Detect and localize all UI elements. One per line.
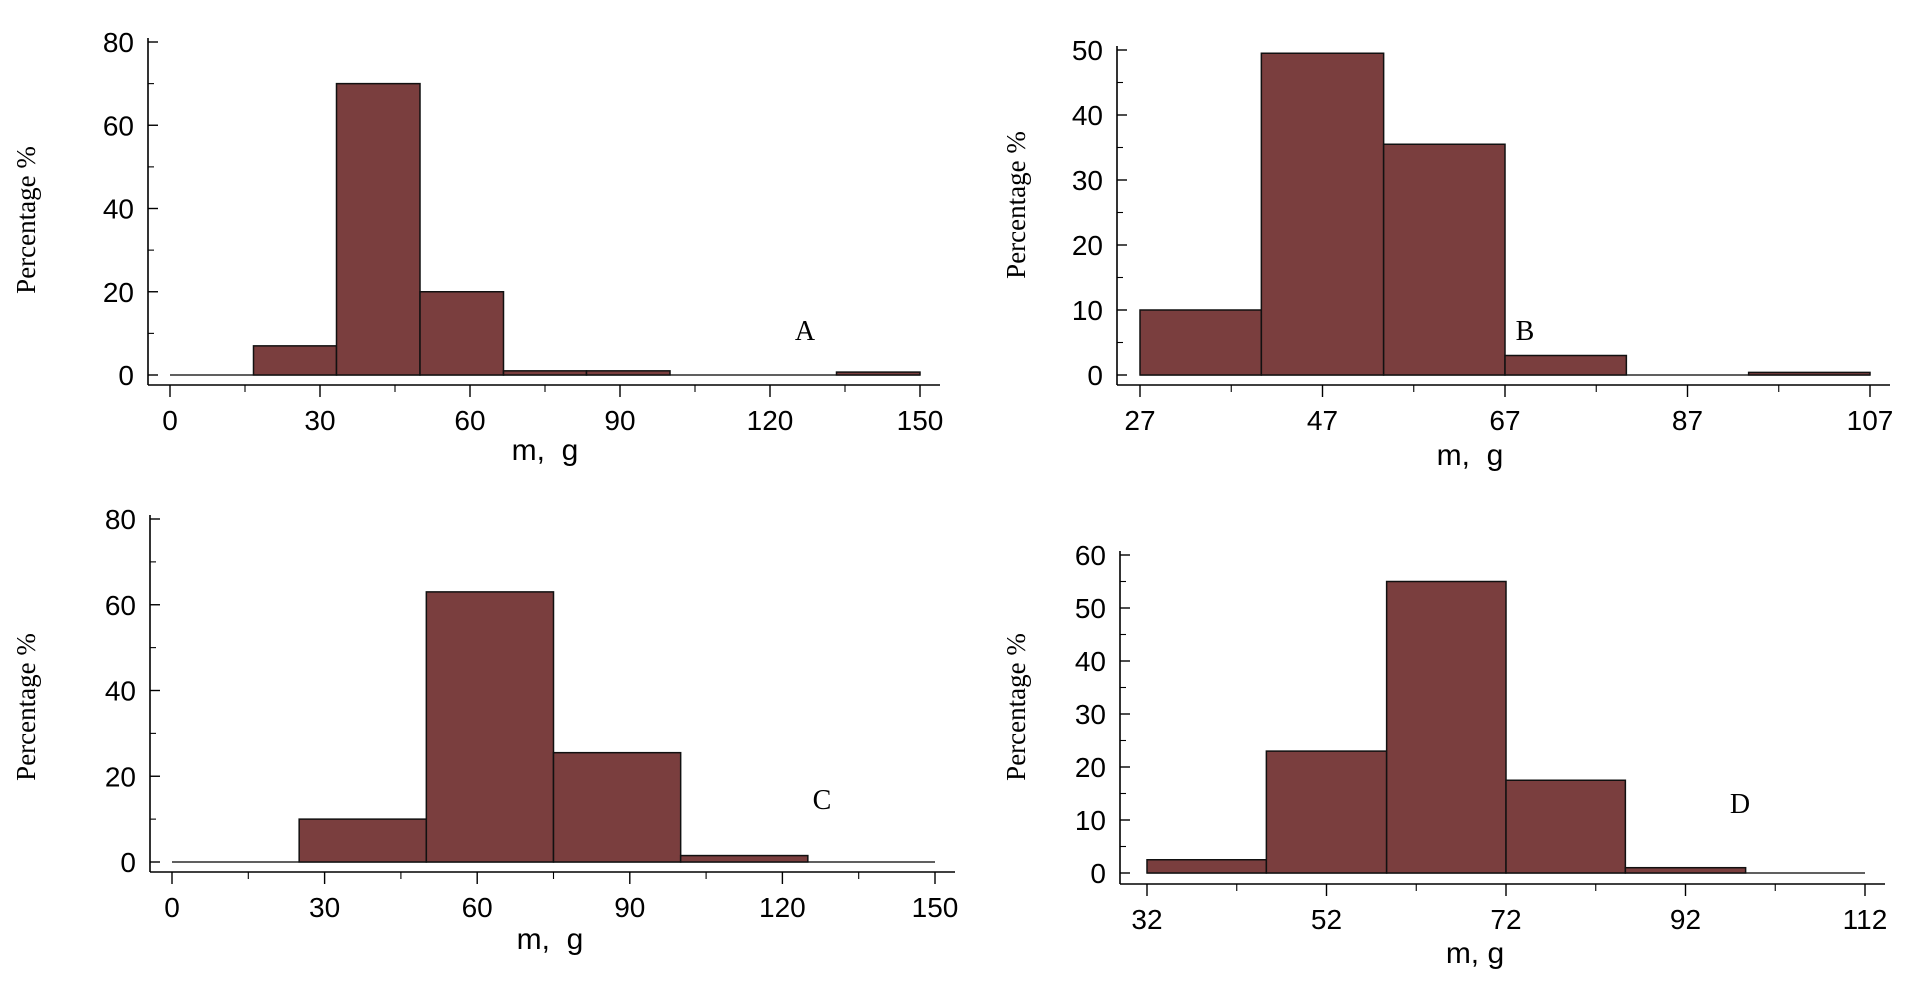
y-tick-label: 80 <box>105 504 136 535</box>
histogram-bar <box>335 82 421 376</box>
histogram-bar <box>419 291 505 376</box>
y-tick-label: 10 <box>1075 805 1106 836</box>
y-axis-label: Percentage % <box>11 633 41 781</box>
y-tick-label: 40 <box>103 194 134 225</box>
histogram-bar <box>1260 52 1385 376</box>
histogram-panel-b: 0 10 20 30 40 50 27 47 67 87 107 m, g Percentage % B <box>1001 35 1894 472</box>
x-tick-label: 27 <box>1124 405 1155 436</box>
panel-letter: C <box>813 785 832 816</box>
x-axis-label: m, g <box>512 434 579 467</box>
x-axis-label: m, g <box>1437 439 1504 472</box>
y-tick-label: 50 <box>1075 593 1106 624</box>
y-tick-label: 30 <box>1075 699 1106 730</box>
panel-letter: B <box>1516 316 1535 347</box>
x-tick-label: 52 <box>1311 904 1342 935</box>
y-tick-label: 0 <box>120 847 136 878</box>
x-tick-label: 0 <box>162 405 178 436</box>
x-tick-label: 32 <box>1131 904 1162 935</box>
panel-letter: D <box>1730 789 1750 820</box>
histogram-bar <box>679 854 809 863</box>
y-tick-label: 60 <box>103 110 134 141</box>
histogram-bar <box>425 591 555 863</box>
histogram-bar <box>1265 750 1388 874</box>
y-tick-label: 0 <box>1090 858 1106 889</box>
y-tick-label: 40 <box>1072 100 1103 131</box>
histogram-bar <box>252 345 338 376</box>
histogram-bar <box>552 751 682 863</box>
histogram-bar <box>502 370 588 376</box>
y-tick-label: 40 <box>105 676 136 707</box>
x-tick-label: 47 <box>1307 405 1338 436</box>
x-tick-label: 150 <box>897 405 944 436</box>
x-tick-label: 0 <box>164 892 180 923</box>
y-tick-label: 30 <box>1072 165 1103 196</box>
histogram-bar <box>1382 143 1506 376</box>
y-tick-label: 60 <box>105 590 136 621</box>
x-tick-label: 120 <box>759 892 806 923</box>
panel-letter: A <box>795 316 816 347</box>
x-tick-label: 67 <box>1489 405 1520 436</box>
histogram-bar <box>298 818 428 863</box>
x-tick-label: 72 <box>1490 904 1521 935</box>
histogram-panel-d: 0 10 20 30 40 50 60 32 52 72 92 112 m, g Percentage %… <box>1001 540 1888 970</box>
x-tick-label: 90 <box>614 892 645 923</box>
x-tick-label: 92 <box>1670 904 1701 935</box>
x-tick-label: 30 <box>309 892 340 923</box>
y-tick-label: 20 <box>105 761 136 792</box>
x-tick-label: 90 <box>604 405 635 436</box>
x-axis-label: m, g <box>1446 937 1504 970</box>
y-axis-label: Percentage % <box>11 146 41 294</box>
y-tick-label: 20 <box>1075 752 1106 783</box>
histogram-bar <box>1385 580 1507 874</box>
histogram-panel-a: 0 20 40 60 80 0 30 60 90 120 150 m, g Percentage % A <box>11 27 944 467</box>
x-tick-label: 112 <box>1843 904 1888 935</box>
x-tick-label: 60 <box>454 405 485 436</box>
histogram-bar <box>1747 371 1871 376</box>
y-tick-label: 40 <box>1075 646 1106 677</box>
histogram-panel-c: 0 20 40 60 80 0 30 60 90 120 150 m, g Percentage % C <box>11 504 958 956</box>
y-tick-label: 20 <box>103 277 134 308</box>
y-tick-label: 10 <box>1072 295 1103 326</box>
histogram-bar <box>1504 354 1628 376</box>
histogram-bar <box>585 370 671 376</box>
x-tick-label: 120 <box>747 405 794 436</box>
x-tick-label: 60 <box>462 892 493 923</box>
y-tick-label: 50 <box>1072 35 1103 66</box>
x-tick-label: 150 <box>912 892 959 923</box>
histogram-bar <box>1146 859 1268 874</box>
x-tick-label: 107 <box>1847 405 1894 436</box>
y-tick-label: 60 <box>1075 540 1106 571</box>
y-tick-label: 0 <box>118 360 134 391</box>
x-axis-label: m, g <box>517 923 584 956</box>
y-tick-label: 0 <box>1087 360 1103 391</box>
histogram-bar <box>1624 866 1747 874</box>
histogram-bar <box>835 371 921 376</box>
y-axis-label: Percentage % <box>1001 131 1031 279</box>
histogram-bar <box>1505 779 1627 874</box>
y-axis-label: Percentage % <box>1001 633 1031 781</box>
histogram-bar <box>1139 309 1263 376</box>
x-tick-label: 87 <box>1672 405 1703 436</box>
x-tick-label: 30 <box>304 405 335 436</box>
y-tick-label: 20 <box>1072 230 1103 261</box>
y-tick-label: 80 <box>103 27 134 58</box>
